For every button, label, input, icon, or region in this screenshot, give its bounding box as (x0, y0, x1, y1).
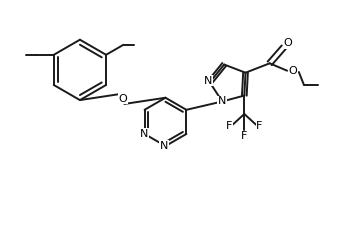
Text: N: N (140, 129, 149, 139)
Text: O: O (283, 38, 292, 48)
Text: N: N (218, 96, 226, 106)
Text: F: F (226, 121, 233, 131)
Text: O: O (289, 66, 298, 76)
Text: N: N (204, 76, 212, 86)
Text: F: F (241, 131, 248, 141)
Text: O: O (118, 94, 127, 104)
Text: N: N (160, 141, 168, 151)
Text: F: F (256, 121, 263, 131)
